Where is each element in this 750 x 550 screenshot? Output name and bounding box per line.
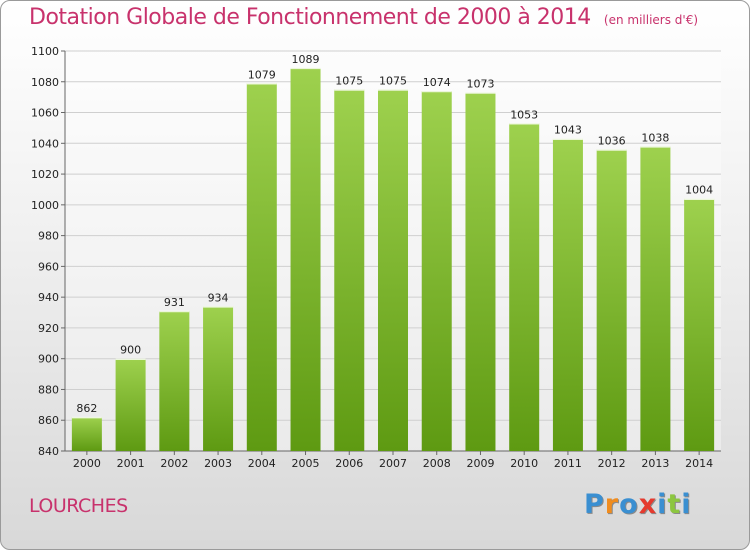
x-tick-label: 2010 — [510, 457, 538, 470]
bar-value-label: 1075 — [379, 74, 407, 87]
bar-value-label: 1036 — [598, 134, 626, 147]
bar — [509, 123, 540, 452]
proxiti-logo: Proxiti — [584, 489, 692, 520]
x-tick-label: 2004 — [248, 457, 276, 470]
bar — [203, 306, 234, 451]
x-tick-label: 2005 — [292, 457, 320, 470]
bar — [552, 138, 583, 451]
logo-letter: r — [604, 489, 620, 520]
y-tick-label: 1020 — [31, 168, 59, 181]
bar-value-label: 1079 — [248, 68, 276, 81]
logo-letter: t — [667, 489, 682, 520]
bar — [334, 89, 365, 451]
y-tick-label: 980 — [38, 230, 59, 243]
bar — [596, 149, 627, 451]
x-tick-label: 2014 — [685, 457, 713, 470]
bar — [246, 83, 277, 452]
y-tick-label: 1080 — [31, 76, 59, 89]
y-tick-label: 960 — [38, 260, 59, 273]
y-tick-label: 920 — [38, 322, 59, 335]
y-tick-label: 880 — [38, 383, 59, 396]
y-tick-label: 840 — [38, 445, 59, 458]
bar-value-label: 1073 — [466, 78, 494, 91]
y-tick-label: 1100 — [31, 45, 59, 58]
bar-value-label: 1074 — [423, 76, 451, 89]
bar-value-label: 1004 — [685, 184, 713, 197]
y-tick-label: 860 — [38, 414, 59, 427]
chart-subtitle: (en milliers d'€) — [603, 13, 699, 27]
bar — [640, 146, 671, 451]
x-tick-label: 2012 — [598, 457, 626, 470]
logo-letter: x — [638, 489, 658, 520]
bar — [421, 91, 452, 451]
x-tick-label: 2008 — [423, 457, 451, 470]
logo-letter: i — [681, 489, 692, 520]
x-tick-label: 2007 — [379, 457, 407, 470]
x-tick-label: 2011 — [554, 457, 582, 470]
bar — [378, 89, 408, 451]
x-tick-label: 2003 — [204, 457, 232, 470]
bar — [465, 92, 496, 452]
bar — [159, 311, 190, 451]
x-tick-label: 2013 — [641, 457, 669, 470]
bar — [290, 67, 321, 451]
y-tick-label: 1000 — [31, 199, 59, 212]
x-tick-label: 2006 — [335, 457, 363, 470]
x-tick-label: 2000 — [73, 457, 101, 470]
chart-title: Dotation Globale de Fonctionnement de 20… — [29, 5, 591, 30]
bar-value-label: 1038 — [641, 131, 669, 144]
bar-value-label: 931 — [164, 296, 185, 309]
bar-value-label: 1053 — [510, 108, 538, 121]
logo-letter: i — [657, 489, 668, 520]
bar — [115, 358, 146, 451]
logo-letter: o — [619, 489, 639, 520]
bar-value-label: 900 — [120, 344, 141, 357]
title-row: Dotation Globale de Fonctionnement de 20… — [29, 5, 698, 30]
logo-letter: P — [584, 489, 605, 520]
y-tick-label: 900 — [38, 353, 59, 366]
x-tick-label: 2002 — [160, 457, 188, 470]
y-tick-label: 940 — [38, 291, 59, 304]
city-label: LOURCHES — [29, 495, 128, 517]
bar — [71, 417, 102, 451]
x-tick-label: 2001 — [117, 457, 145, 470]
bar-value-label: 1089 — [292, 53, 320, 66]
bar-value-label: 934 — [208, 291, 229, 304]
y-tick-label: 1040 — [31, 137, 59, 150]
bar-value-label: 1043 — [554, 124, 582, 137]
y-tick-label: 1060 — [31, 107, 59, 120]
bar-value-label: 862 — [76, 402, 97, 415]
bar-value-label: 1075 — [335, 74, 363, 87]
x-tick-label: 2009 — [466, 457, 494, 470]
bar — [684, 198, 715, 451]
